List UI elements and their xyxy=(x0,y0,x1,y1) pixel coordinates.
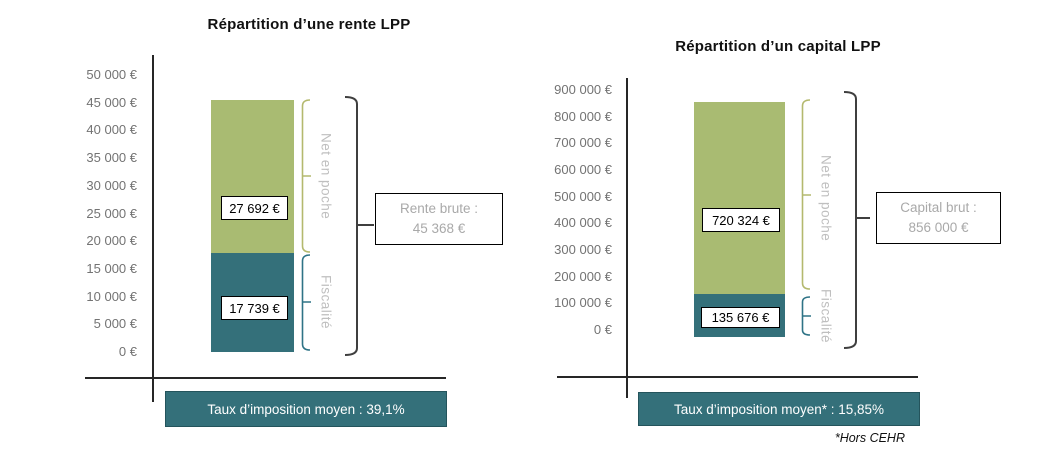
y-axis-tick: 700 000 € xyxy=(554,135,612,150)
y-axis-tick: 35 000 € xyxy=(86,150,137,165)
total-box-capital: Capital brut : 856 000 € xyxy=(876,192,1001,244)
y-axis-line xyxy=(152,55,154,402)
value-label-net: 720 324 € xyxy=(702,208,780,232)
y-axis-tick: 25 000 € xyxy=(86,206,137,221)
y-axis-tick: 45 000 € xyxy=(86,95,137,110)
y-axis-tick: 10 000 € xyxy=(86,289,137,304)
y-axis-tick: 100 000 € xyxy=(554,295,612,310)
tax-rate-banner-capital: Taux d’imposition moyen* : 15,85% xyxy=(638,392,920,426)
total-bracket xyxy=(344,96,374,356)
y-axis-tick: 20 000 € xyxy=(86,233,137,248)
total-box-amount: 45 368 € xyxy=(412,221,466,236)
tax-rate-banner-rente: Taux d’imposition moyen : 39,1% xyxy=(165,391,447,427)
fiscalite-label: Fiscalité xyxy=(818,288,834,343)
tax-bracket xyxy=(801,296,811,336)
net-en-poche-label: Net en poche xyxy=(818,154,834,242)
net-bracket xyxy=(301,99,311,253)
y-axis-tick: 400 000 € xyxy=(554,215,612,230)
total-box-title: Capital brut : xyxy=(900,200,977,216)
y-axis-tick: 15 000 € xyxy=(86,261,137,276)
total-bracket xyxy=(843,91,870,349)
total-box-amount: 856 000 € xyxy=(908,220,969,235)
chart-title-rente: Répartition d’une rente LPP xyxy=(207,16,411,33)
y-axis-tick: 0 € xyxy=(118,344,137,359)
y-axis-tick: 900 000 € xyxy=(554,82,612,97)
x-axis-line xyxy=(557,376,918,378)
net-en-poche-label: Net en poche xyxy=(318,133,334,220)
y-axis-tick: 300 000 € xyxy=(554,242,612,257)
y-axis-tick: 30 000 € xyxy=(86,178,137,193)
y-axis-tick: 500 000 € xyxy=(554,189,612,204)
y-axis-tick: 0 € xyxy=(593,322,612,337)
y-axis-tick: 200 000 € xyxy=(554,269,612,284)
fiscalite-label: Fiscalité xyxy=(318,275,334,330)
total-box-title: Rente brute : xyxy=(399,201,479,217)
value-label-tax: 17 739 € xyxy=(221,296,288,320)
y-axis-line xyxy=(626,78,628,398)
y-axis-tick: 600 000 € xyxy=(554,162,612,177)
footnote-hors-cehr: *Hors CEHR xyxy=(834,431,905,445)
value-label-net: 27 692 € xyxy=(221,196,288,220)
bar-segment-net-en-poche xyxy=(211,100,294,253)
value-label-tax: 135 676 € xyxy=(701,307,780,328)
chart-title-capital: Répartition d’un capital LPP xyxy=(675,38,881,55)
total-box-rente: Rente brute : 45 368 € xyxy=(375,193,503,245)
net-bracket xyxy=(801,99,811,290)
y-axis-tick: 50 000 € xyxy=(86,67,137,82)
x-axis-line xyxy=(85,377,446,379)
y-axis-tick: 800 000 € xyxy=(554,109,612,124)
y-axis-tick: 5 000 € xyxy=(93,316,137,331)
bar-segment-net-en-poche xyxy=(694,102,785,294)
y-axis-tick: 40 000 € xyxy=(86,122,137,137)
tax-bracket xyxy=(301,254,311,351)
